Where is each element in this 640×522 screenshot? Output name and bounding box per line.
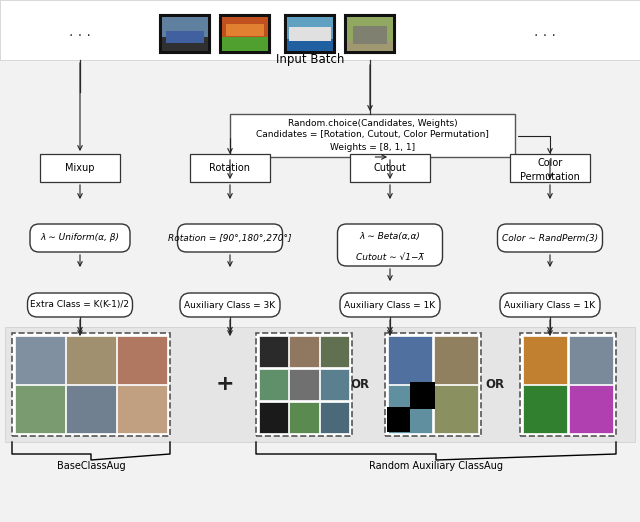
FancyBboxPatch shape (30, 224, 130, 252)
Text: Cutout ∼ √1−λ̅: Cutout ∼ √1−λ̅ (356, 253, 424, 262)
Bar (353, 26, 387, 44)
Bar (162, 17, 208, 51)
Text: Random Auxiliary ClassAug: Random Auxiliary ClassAug (369, 461, 503, 471)
Text: Extra Class = K(K-1)/2: Extra Class = K(K-1)/2 (31, 301, 129, 310)
Bar (569, 336, 613, 384)
Bar (320, 336, 349, 367)
Text: Rotation = [90°,180°,270°]: Rotation = [90°,180°,270°] (168, 233, 292, 243)
Bar (222, 17, 268, 38)
Bar (259, 369, 288, 400)
Bar (350, 154, 430, 182)
Bar (230, 114, 515, 157)
Bar (118, 336, 167, 384)
FancyBboxPatch shape (337, 224, 442, 266)
Bar (289, 402, 319, 433)
Bar (259, 336, 288, 367)
Bar (66, 385, 116, 433)
Bar (289, 27, 331, 41)
Text: +: + (216, 374, 234, 395)
Bar (190, 154, 270, 182)
Bar (5, 327, 635, 442)
Text: Cutout: Cutout (374, 163, 406, 173)
Text: Random.choice(Candidates, Weights): Random.choice(Candidates, Weights) (288, 118, 458, 127)
Bar (12, 333, 170, 436)
Bar (256, 333, 352, 436)
Bar (410, 382, 435, 409)
FancyBboxPatch shape (497, 224, 602, 252)
Bar (320, 402, 349, 433)
Bar (385, 333, 481, 436)
Bar (345, 15, 395, 53)
Bar (285, 15, 335, 53)
Text: Permutation: Permutation (520, 172, 580, 182)
Text: Weights = [8, 1, 1]: Weights = [8, 1, 1] (330, 143, 415, 151)
Text: OR: OR (351, 378, 369, 391)
Bar (388, 336, 432, 384)
Text: Input Batch: Input Batch (276, 53, 344, 66)
Bar (0, 0, 640, 60)
Text: Auxiliary Class = 3K: Auxiliary Class = 3K (184, 301, 276, 310)
Bar (15, 385, 65, 433)
Bar (259, 402, 288, 433)
Bar (287, 17, 333, 51)
Text: OR: OR (485, 378, 504, 391)
Bar (166, 31, 204, 42)
Bar (320, 369, 349, 400)
Text: Auxiliary Class = 1K: Auxiliary Class = 1K (344, 301, 436, 310)
Text: Rotation: Rotation (209, 163, 250, 173)
Bar (66, 336, 116, 384)
Bar (510, 154, 590, 182)
FancyBboxPatch shape (500, 293, 600, 317)
Text: Candidates = [Rotation, Cutout, Color Permutation]: Candidates = [Rotation, Cutout, Color Pe… (256, 130, 489, 139)
FancyBboxPatch shape (177, 224, 282, 252)
Text: λ ∼ Uniform(α, β): λ ∼ Uniform(α, β) (40, 233, 120, 243)
Bar (347, 41, 393, 51)
Text: Color: Color (538, 158, 563, 168)
Bar (520, 333, 616, 436)
Bar (523, 385, 567, 433)
Bar (289, 369, 319, 400)
Bar (287, 39, 333, 51)
Bar (220, 15, 270, 53)
Text: Mixup: Mixup (65, 163, 95, 173)
Bar (226, 24, 264, 35)
Bar (15, 336, 65, 384)
Bar (387, 407, 410, 432)
Bar (523, 336, 567, 384)
FancyBboxPatch shape (340, 293, 440, 317)
Bar (569, 385, 613, 433)
Bar (434, 336, 478, 384)
Bar (160, 15, 210, 53)
Bar (118, 385, 167, 433)
Text: . . .: . . . (534, 25, 556, 39)
Bar (222, 17, 268, 51)
Bar (289, 336, 319, 367)
Text: Color ∼ RandPerm(3): Color ∼ RandPerm(3) (502, 233, 598, 243)
Text: Auxiliary Class = 1K: Auxiliary Class = 1K (504, 301, 596, 310)
Bar (347, 17, 393, 51)
Text: . . .: . . . (69, 25, 91, 39)
Bar (388, 385, 432, 433)
Bar (40, 154, 120, 182)
FancyBboxPatch shape (28, 293, 132, 317)
Bar (434, 385, 478, 433)
Text: λ ∼ Beta(α,α): λ ∼ Beta(α,α) (360, 231, 420, 241)
Bar (162, 38, 208, 51)
Text: BaseClassAug: BaseClassAug (57, 461, 125, 471)
FancyBboxPatch shape (180, 293, 280, 317)
